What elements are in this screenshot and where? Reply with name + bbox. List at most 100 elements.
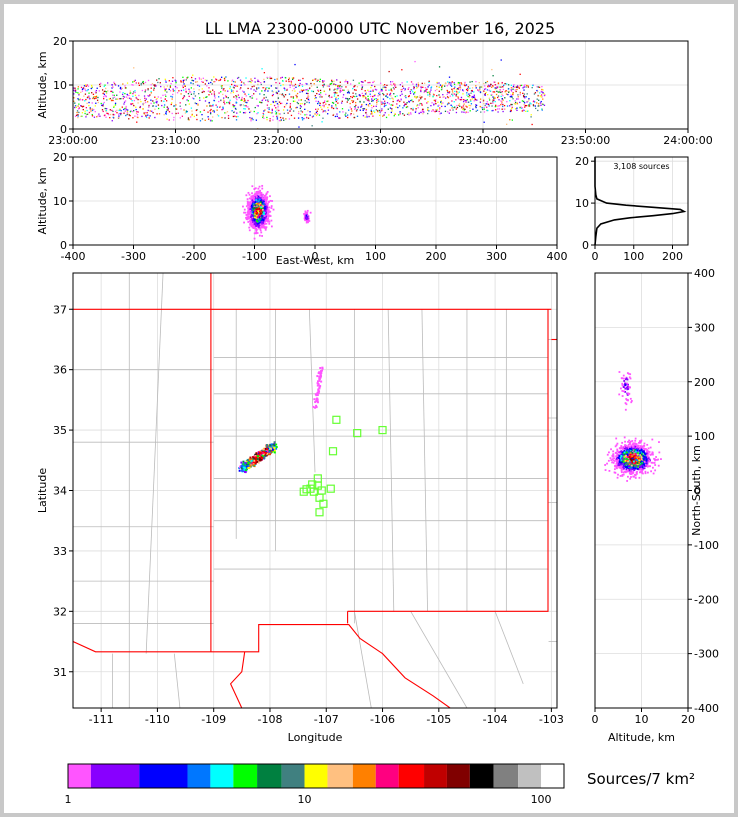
source-point (246, 465, 249, 468)
source-point (247, 464, 250, 467)
source-point (487, 109, 489, 112)
source-point (237, 115, 239, 118)
source-point (215, 104, 217, 106)
source-point (88, 95, 90, 97)
county-border (354, 611, 372, 708)
source-point (268, 449, 271, 452)
source-point (93, 96, 95, 98)
ew-altitude-xtick-label: -400 (61, 250, 86, 263)
source-point (168, 111, 171, 113)
source-point (451, 100, 453, 102)
source-point (255, 229, 258, 232)
source-point (364, 80, 366, 82)
source-point (422, 108, 424, 111)
source-point (422, 86, 424, 88)
source-point (340, 90, 343, 92)
source-point (426, 88, 428, 91)
source-point (244, 211, 247, 214)
source-point (222, 93, 224, 96)
source-point (255, 214, 258, 217)
source-point (337, 97, 340, 100)
source-point (372, 89, 374, 91)
source-point (379, 93, 381, 96)
source-point (405, 106, 408, 109)
source-point (153, 102, 155, 104)
source-point (198, 78, 201, 80)
source-point (382, 92, 384, 95)
source-point (530, 116, 532, 118)
source-point (538, 99, 540, 101)
source-point (262, 98, 264, 101)
source-point (185, 91, 187, 93)
source-point (245, 105, 247, 107)
source-point (119, 86, 122, 89)
source-point (400, 99, 402, 101)
source-point (534, 105, 536, 107)
source-point (252, 197, 254, 200)
source-point (394, 84, 396, 86)
source-point (77, 86, 80, 88)
source-point (236, 98, 238, 101)
plan-view-xtick-label: -104 (483, 713, 508, 726)
source-point (258, 234, 261, 237)
source-point (538, 86, 541, 88)
time-height-ytick-label: 10 (53, 79, 67, 92)
source-point (385, 116, 388, 119)
source-point (102, 103, 104, 105)
source-point (391, 84, 393, 86)
source-point (447, 91, 449, 94)
source-point (241, 90, 244, 92)
source-point (446, 96, 449, 98)
source-point (299, 113, 302, 115)
source-point (118, 113, 120, 115)
source-point (374, 85, 376, 88)
source-point (352, 92, 354, 94)
source-point (261, 90, 263, 92)
source-point (257, 112, 259, 114)
source-point (499, 86, 501, 88)
source-point (364, 90, 366, 92)
lma-figure: LL LMA 2300-0000 UTC November 16, 2025 2… (4, 4, 734, 813)
source-point (315, 399, 318, 402)
source-point (162, 94, 164, 96)
source-point (260, 201, 263, 203)
source-point (255, 231, 258, 234)
source-point (479, 88, 481, 90)
source-point (73, 97, 75, 99)
source-point (188, 119, 190, 121)
source-point (420, 103, 423, 105)
source-point (118, 109, 120, 112)
source-point (529, 103, 531, 105)
source-point (177, 112, 179, 114)
source-point (434, 101, 437, 103)
source-point (261, 184, 264, 187)
source-point (336, 89, 338, 91)
source-point (262, 448, 265, 451)
source-point (342, 94, 345, 96)
source-point (462, 105, 465, 107)
source-point (498, 91, 500, 93)
source-point (160, 85, 162, 88)
source-point (473, 96, 475, 98)
source-point (113, 114, 116, 116)
source-point (512, 93, 514, 96)
source-point (267, 209, 270, 211)
source-point (247, 191, 250, 194)
source-point (516, 107, 518, 109)
source-point (334, 88, 336, 90)
source-point (74, 115, 77, 117)
source-point (214, 97, 216, 99)
source-point (378, 109, 381, 112)
source-point (272, 443, 275, 446)
source-point (316, 401, 319, 404)
source-point (352, 79, 355, 81)
source-point (502, 86, 504, 88)
source-point (150, 92, 152, 94)
source-point (332, 114, 334, 116)
source-point (383, 86, 385, 89)
source-point (369, 81, 371, 84)
source-point (73, 97, 76, 99)
state-border (347, 309, 549, 612)
source-point (502, 88, 505, 91)
source-point (316, 375, 319, 378)
